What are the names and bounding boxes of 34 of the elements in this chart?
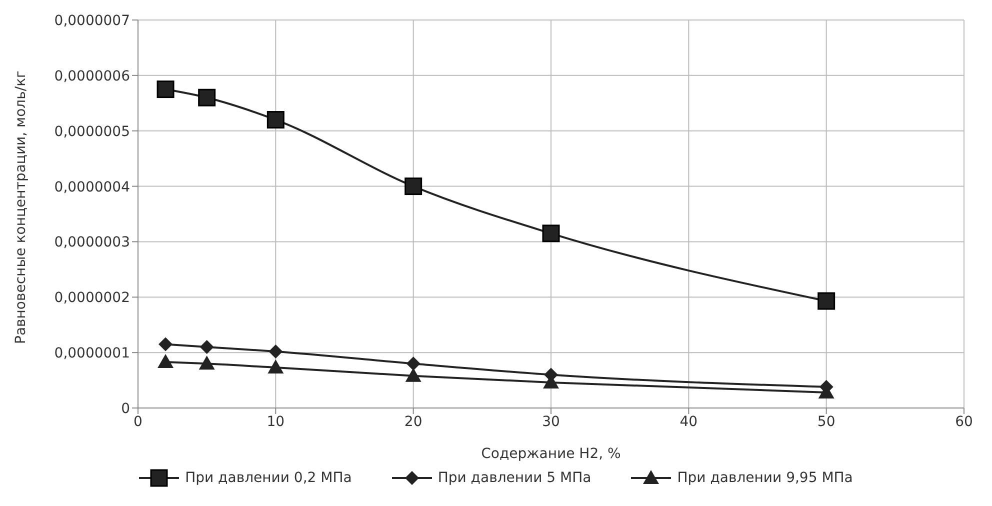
x-tick-label: 50 xyxy=(817,414,836,430)
point xyxy=(268,360,284,374)
y-tick-label: 0,0000003 xyxy=(54,234,130,251)
point xyxy=(158,337,173,352)
legend-label: При давлении 9,95 МПа xyxy=(676,469,853,488)
point xyxy=(198,356,215,370)
point xyxy=(406,356,420,371)
x-tick-label: 10 xyxy=(266,414,285,430)
x-tick-label: 40 xyxy=(680,414,698,430)
x-tick-label: 30 xyxy=(542,414,560,430)
legend-label: При давлении 0,2 МПа xyxy=(184,469,352,488)
y-tick-label: 0 xyxy=(121,400,130,417)
point xyxy=(200,340,214,354)
point xyxy=(268,344,283,358)
y-axis-title: Равновесные концентрации, моль/кг xyxy=(12,70,29,344)
x-axis-title: Содержание H2, % xyxy=(481,446,621,462)
legend-label: При давлении 5 МПа xyxy=(436,469,592,488)
point xyxy=(156,80,174,98)
y-tick-label: 0,0000007 xyxy=(54,12,130,29)
point xyxy=(198,88,216,106)
y-tick-label: 0,0000005 xyxy=(54,124,130,140)
y-tick-label: 0,0000002 xyxy=(54,290,130,306)
point xyxy=(266,111,284,129)
point xyxy=(405,368,422,382)
x-tick-label: 0 xyxy=(134,414,142,430)
y-tick-label: 0,0000004 xyxy=(54,179,130,196)
point xyxy=(542,224,560,242)
x-tick-label: 60 xyxy=(955,414,973,430)
point xyxy=(158,354,174,368)
y-tick-label: 0,0000001 xyxy=(54,346,130,362)
y-tick-label: 0,0000006 xyxy=(54,68,130,84)
x-tick-label: 20 xyxy=(404,414,422,430)
point xyxy=(404,178,422,196)
point xyxy=(818,292,836,310)
